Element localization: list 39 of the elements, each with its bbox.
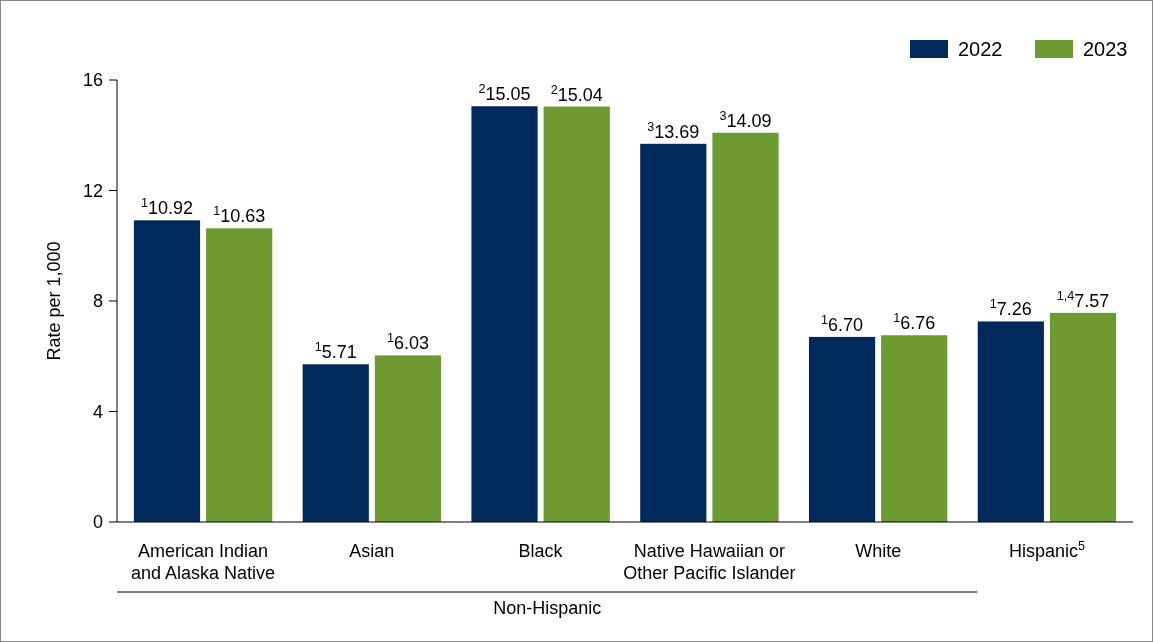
data-label: $^{1}$6.76 [893,311,936,334]
x-tick-label: Hispanic$^{5}$ [1008,539,1085,561]
data-label: $^{1}$10.63 [213,204,266,227]
data-label: $^{1}$6.70 [821,312,864,335]
bar [133,220,201,522]
x-tick-label: White [855,541,902,561]
bar [712,132,779,522]
data-label: $^{3}$13.69 [647,119,700,142]
x-tick-label: Asian [349,541,395,561]
legend-label: 2023 [1083,38,1128,60]
bar [302,364,369,522]
data-label: $^{1}$7.26 [989,297,1032,320]
x-tick-label: Black [518,541,564,561]
bar [374,355,442,522]
legend-label: 2022 [958,38,1003,60]
x-tick-label: American Indian and Alaska Native [131,541,276,583]
data-label: $^{1,4}$7.57 [1056,288,1110,311]
y-axis-title: Rate per 1,000 [44,241,64,361]
y-tick-label: 0 [92,512,103,533]
bar [977,321,1044,522]
data-label: $^{2}$15.05 [478,82,531,105]
data-label: $^{2}$15.04 [550,82,603,105]
bar [808,336,876,522]
data-label: $^{1}$10.92 [140,196,194,219]
bar [543,106,610,522]
data-label: $^{1}$5.71 [314,340,357,363]
x-tick-label: Native Hawaiian or Other Pacific Islander [623,541,796,583]
data-label: $^{1}$6.03 [386,331,429,354]
bar [206,228,273,522]
y-tick-label: 8 [92,291,103,312]
bar [881,335,948,522]
bar [471,106,538,522]
y-tick-label: 16 [82,70,103,91]
bar [1049,312,1117,522]
text: Non-Hispanic [493,598,602,618]
y-tick-label: 12 [82,180,103,201]
data-label: $^{3}$14.09 [719,108,772,131]
bar [640,143,707,522]
y-tick-label: 4 [92,401,103,422]
